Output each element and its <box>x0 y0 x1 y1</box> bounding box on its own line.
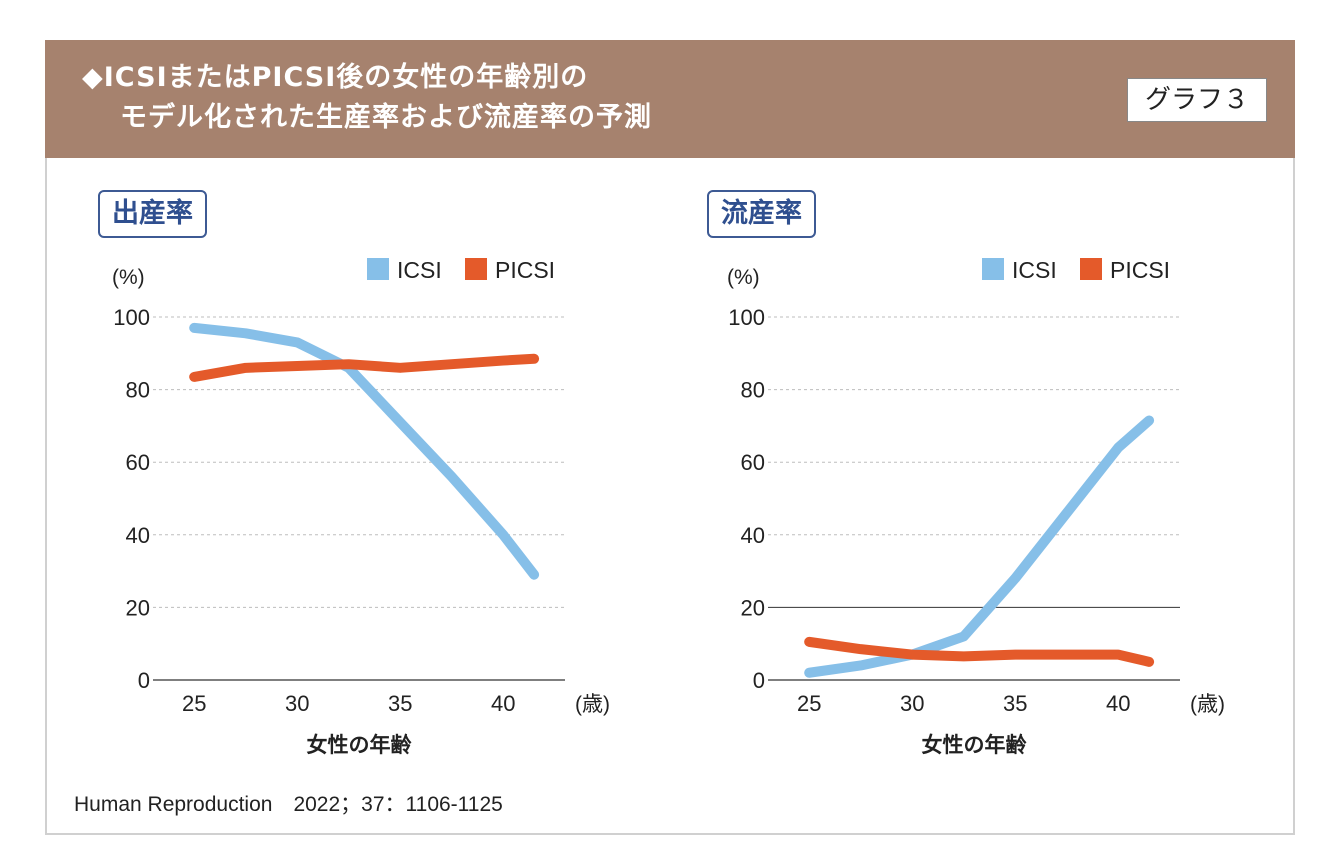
title-line-2: モデル化された生産率および流産率の予測 <box>120 102 652 133</box>
legend-label-picsi: PICSI <box>1110 257 1170 283</box>
panel-label-miscarriage-rate: 流産率 <box>707 190 816 238</box>
x-tick-label: 35 <box>388 691 412 716</box>
legend-swatch-icsi <box>982 258 1004 280</box>
x-tick-label: 30 <box>285 691 309 716</box>
panel-label-birth-rate: 出産率 <box>98 190 207 238</box>
legend-label-icsi: ICSI <box>1012 257 1057 283</box>
legend-swatch-picsi <box>465 258 487 280</box>
miscarriage-rate-chart: 0 20 40 60 80 100 (%) 25 30 35 40 (歳) 女性の年齢 ICSI PICSI <box>727 257 1225 757</box>
y-tick-label: 100 <box>113 305 150 330</box>
y-tick-label: 40 <box>741 523 765 548</box>
y-tick-label: 100 <box>728 305 765 330</box>
source-citation: Human Reproduction 2022；37：1106-1125 <box>74 793 503 816</box>
series-line-icsi <box>804 415 1155 678</box>
y-tick-label: 0 <box>138 668 150 693</box>
figure-title: ◆ICSIまたはPICSI後の女性の年齢別の モデル化された生産率および流産率の… <box>82 58 652 138</box>
legend-swatch-icsi <box>367 258 389 280</box>
y-axis-unit: (%) <box>727 266 760 289</box>
legend-label-icsi: ICSI <box>397 257 442 283</box>
legend-swatch-picsi <box>1080 258 1102 280</box>
x-tick-label: 40 <box>491 691 515 716</box>
legend-label-picsi: PICSI <box>495 257 555 283</box>
figure-frame <box>45 40 1295 835</box>
title-line-1: ◆ICSIまたはPICSI後の女性の年齢別の <box>82 62 589 93</box>
y-tick-label: 80 <box>126 378 150 403</box>
x-tick-label: 25 <box>797 691 821 716</box>
x-tick-label: 30 <box>900 691 924 716</box>
x-tick-label: 40 <box>1106 691 1130 716</box>
y-tick-label: 20 <box>126 595 150 620</box>
y-tick-label: 60 <box>126 450 150 475</box>
series-line-icsi <box>189 322 540 580</box>
title-banner <box>45 40 1295 158</box>
birth-rate-chart: 0 20 40 60 80 100 (%) 25 30 35 40 (歳) 女性の年齢 ICSI PICSI <box>112 257 610 757</box>
x-axis-unit: (歳) <box>575 693 610 716</box>
x-tick-label: 25 <box>182 691 206 716</box>
x-axis-title: 女性の年齢 <box>922 733 1028 757</box>
series-line-picsi <box>804 636 1155 667</box>
x-axis-title: 女性の年齢 <box>307 733 413 757</box>
y-tick-label: 20 <box>741 595 765 620</box>
y-tick-label: 0 <box>753 668 765 693</box>
y-axis-unit: (%) <box>112 266 145 289</box>
x-tick-label: 35 <box>1003 691 1027 716</box>
y-tick-label: 80 <box>741 378 765 403</box>
series-line-picsi <box>189 353 540 382</box>
y-tick-label: 40 <box>126 523 150 548</box>
graph-number-badge: グラフ３ <box>1127 78 1267 122</box>
x-axis-unit: (歳) <box>1190 693 1225 716</box>
y-tick-label: 60 <box>741 450 765 475</box>
